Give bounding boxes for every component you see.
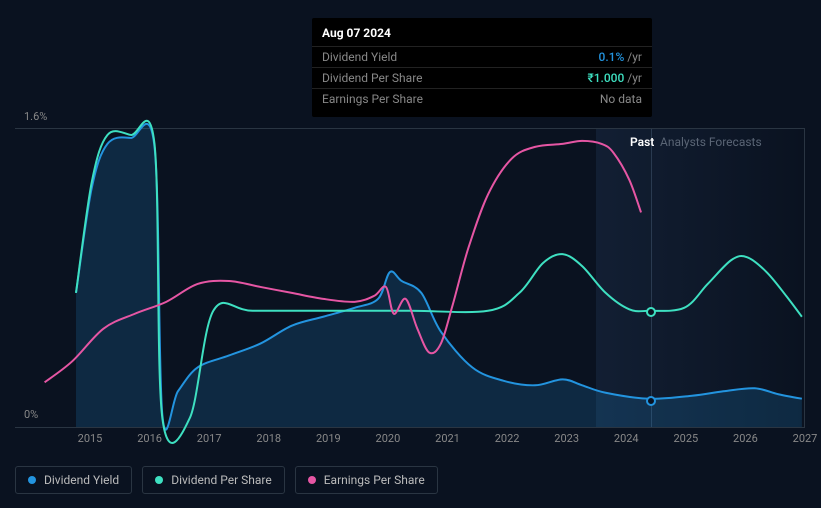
x-axis-labels: 2015 2016 2017 2018 2019 2020 2021 2022 2023 2024… [15, 432, 805, 448]
tooltip-row-value: ₹1.000 /yr [587, 71, 642, 85]
x-axis-label: 2026 [733, 432, 758, 445]
tooltip-row-value: No data [600, 92, 642, 106]
legend-item[interactable]: Earnings Per Share [295, 466, 438, 494]
chart-area[interactable]: Past Analysts Forecasts [15, 128, 805, 428]
y-axis-max-label: 1.6% [24, 110, 47, 123]
tooltip-row-label: Earnings Per Share [322, 92, 423, 106]
x-axis-label: 2019 [316, 432, 341, 445]
legend-label: Dividend Per Share [171, 473, 272, 487]
tooltip-row: Dividend Yield 0.1% /yr [312, 46, 652, 67]
legend: Dividend Yield Dividend Per Share Earnings… [15, 466, 438, 494]
x-axis-label: 2018 [256, 432, 281, 445]
tooltip-row: Dividend Per Share ₹1.000 /yr [312, 67, 652, 88]
tooltip: Aug 07 2024 Dividend Yield0.1% /yrDivide… [312, 18, 652, 117]
legend-label: Earnings Per Share [324, 473, 425, 487]
legend-item[interactable]: Dividend Per Share [142, 466, 285, 494]
tooltip-row-value: 0.1% /yr [599, 50, 642, 64]
tooltip-row: Earnings Per Share No data [312, 88, 652, 109]
x-axis-label: 2015 [78, 432, 103, 445]
x-axis-label: 2027 [793, 432, 818, 445]
legend-dot-icon [155, 476, 163, 484]
series-marker [646, 396, 656, 406]
x-axis-label: 2023 [554, 432, 579, 445]
legend-dot-icon [308, 476, 316, 484]
x-axis-label: 2025 [673, 432, 698, 445]
chart-svg [15, 129, 804, 427]
x-axis-label: 2017 [197, 432, 222, 445]
x-axis-label: 2024 [614, 432, 639, 445]
tooltip-date: Aug 07 2024 [312, 26, 652, 46]
legend-label: Dividend Yield [44, 473, 119, 487]
series-marker [646, 307, 656, 317]
legend-dot-icon [28, 476, 36, 484]
x-axis-label: 2022 [495, 432, 520, 445]
x-axis-label: 2016 [137, 432, 162, 445]
tooltip-row-label: Dividend Yield [322, 50, 397, 64]
x-axis-label: 2021 [435, 432, 460, 445]
x-axis-label: 2020 [376, 432, 401, 445]
legend-item[interactable]: Dividend Yield [15, 466, 132, 494]
tooltip-row-label: Dividend Per Share [322, 71, 423, 85]
